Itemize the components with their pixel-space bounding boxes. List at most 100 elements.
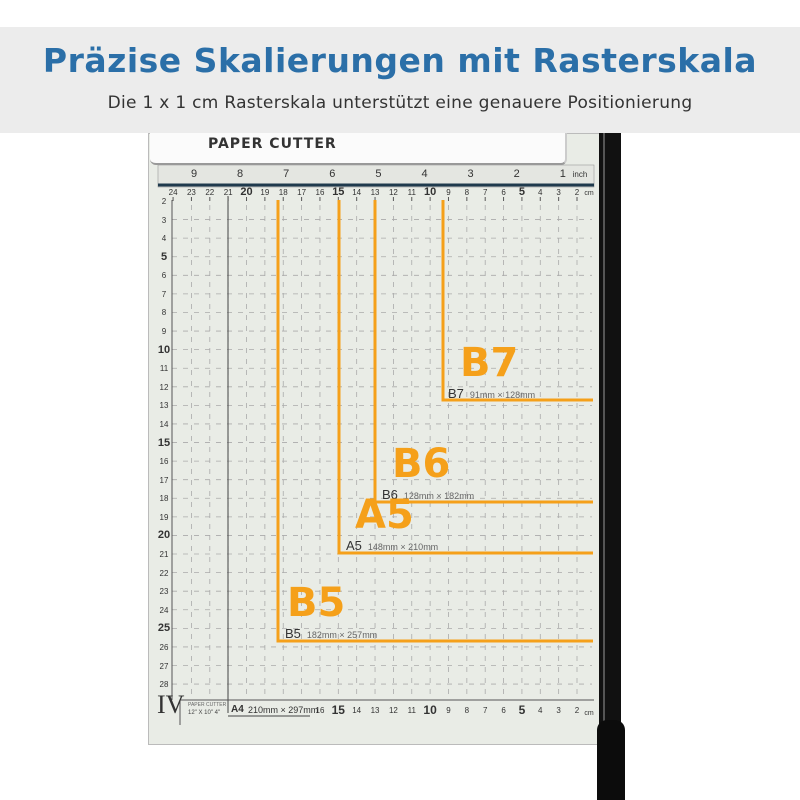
cm-tick-label-bottom: 7 bbox=[482, 706, 488, 715]
side-tick-label: 28 bbox=[159, 680, 169, 690]
side-tick-label: 10 bbox=[157, 343, 171, 356]
format-guide-b5 bbox=[276, 200, 593, 643]
cm-tick-label-top: 12 bbox=[388, 188, 398, 197]
side-tick-label: 12 bbox=[159, 382, 169, 392]
cm-tick-label-top: 18 bbox=[278, 188, 288, 197]
side-tick-label: 17 bbox=[159, 475, 169, 485]
model-caption: PAPER CUTTER bbox=[188, 702, 227, 708]
cm-tick-label-top: 20 bbox=[240, 186, 253, 198]
side-tick-label: 9 bbox=[161, 327, 167, 337]
format-label: B6 bbox=[382, 487, 398, 502]
cm-tick-label-top: 6 bbox=[501, 188, 506, 197]
cm-tick-label-top: 3 bbox=[556, 188, 561, 197]
inch-tick-label: 8 bbox=[237, 168, 244, 180]
cm-tick-label-bottom: 12 bbox=[388, 706, 398, 715]
side-tick-label: 19 bbox=[159, 512, 169, 522]
brand-plate: PAPER CUTTER bbox=[150, 133, 567, 165]
side-tick-label: 6 bbox=[161, 271, 167, 281]
inch-tick-label: 3 bbox=[467, 168, 474, 180]
inch-unit-label: inch bbox=[572, 170, 588, 179]
format-big-label: B6 bbox=[392, 441, 451, 487]
side-tick-label: 8 bbox=[161, 308, 167, 318]
side-tick-label: 25 bbox=[157, 622, 171, 635]
side-tick-label: 5 bbox=[160, 250, 168, 263]
cm-tick-label-top: 10 bbox=[423, 186, 437, 198]
inch-tick-label: 4 bbox=[421, 168, 428, 180]
cm-tick-label-bottom: 13 bbox=[370, 706, 380, 715]
format-guide-b7 bbox=[441, 200, 593, 402]
cm-tick-label-bottom: 5 bbox=[518, 703, 526, 717]
cm-tick-label-bottom: 15 bbox=[331, 703, 345, 717]
cm-tick-label-top: 11 bbox=[407, 188, 416, 197]
side-tick-label: 18 bbox=[159, 494, 169, 504]
cm-tick-label-top: 21 bbox=[223, 188, 233, 197]
cm-tick-label-top: 5 bbox=[518, 186, 525, 198]
format-caption: A5 148mm × 210mm bbox=[346, 539, 438, 552]
side-tick-label: 23 bbox=[159, 587, 169, 597]
format-size: 148mm × 210mm bbox=[367, 542, 439, 552]
cm-tick-label-top: 16 bbox=[315, 188, 325, 197]
a4-size: 210mm × 297mm bbox=[248, 705, 319, 715]
cm-tick-label-top: 13 bbox=[370, 188, 380, 197]
format-label: B7 bbox=[448, 386, 464, 401]
format-caption: B6 128mm × 182mm bbox=[382, 488, 474, 501]
side-tick-label: 15 bbox=[157, 436, 171, 449]
format-caption: B5 182mm × 257mm bbox=[285, 627, 377, 640]
side-tick-label: 4 bbox=[161, 234, 167, 244]
side-tick-label: 27 bbox=[159, 661, 169, 671]
cm-tick-label-top: 22 bbox=[205, 188, 215, 197]
side-tick-label: 13 bbox=[159, 401, 169, 411]
side-tick-label: 14 bbox=[159, 419, 169, 429]
cm-tick-label-bottom: 3 bbox=[556, 706, 561, 715]
format-size: 91mm × 128mm bbox=[469, 390, 536, 400]
side-tick-label: 16 bbox=[159, 457, 169, 467]
a4-label: A4 bbox=[231, 704, 244, 715]
side-tick-label: 2 bbox=[161, 197, 167, 206]
side-tick-label: 7 bbox=[161, 289, 167, 299]
side-tick-label: 11 bbox=[159, 364, 169, 374]
cm-tick-label-bottom: 14 bbox=[352, 706, 362, 715]
headline-subtitle: Die 1 x 1 cm Rasterskala unterstützt ein… bbox=[107, 93, 693, 113]
cm-tick-label-top: 14 bbox=[352, 188, 362, 197]
cm-tick-label-top: 7 bbox=[482, 188, 488, 197]
model-size-caption: 12" X 10" 4" bbox=[188, 710, 221, 716]
format-guide-a5 bbox=[337, 200, 593, 555]
cm-tick-label-bottom: 2 bbox=[574, 706, 580, 715]
cm-tick-label-bottom: 10 bbox=[423, 703, 437, 717]
cm-tick-label-top: 24 bbox=[168, 188, 178, 197]
format-big-label: B7 bbox=[460, 340, 519, 386]
cm-tick-label-top: 8 bbox=[464, 188, 470, 197]
inch-tick-label: 6 bbox=[329, 168, 336, 180]
side-tick-label: 3 bbox=[161, 215, 167, 225]
cm-tick-label-bottom: 4 bbox=[538, 706, 543, 715]
cm-tick-label-top: 19 bbox=[260, 188, 270, 197]
side-tick-label: 22 bbox=[159, 568, 169, 578]
cutter-handle[interactable] bbox=[597, 720, 625, 800]
blade-edge bbox=[603, 133, 605, 733]
format-big-label: B5 bbox=[287, 580, 346, 626]
side-tick-label: 20 bbox=[157, 529, 171, 542]
format-big-label: A5 bbox=[355, 492, 414, 538]
format-caption: B7 91mm × 128mm bbox=[448, 387, 535, 400]
cm-tick-label-top: 17 bbox=[297, 188, 307, 197]
cm-tick-label-top: 15 bbox=[332, 186, 345, 198]
inch-tick-label: 5 bbox=[375, 168, 382, 180]
side-tick-label: 21 bbox=[159, 550, 169, 560]
cm-tick-label-bottom: 11 bbox=[407, 706, 416, 715]
brand-label: PAPER CUTTER bbox=[208, 136, 337, 152]
headline-banner: Präzise Skalierungen mit Rasterskala Die… bbox=[0, 27, 800, 133]
cm-tick-label-bottom: 16 bbox=[315, 706, 325, 715]
cm-unit-label-top: cm bbox=[584, 190, 594, 197]
side-tick-label: 24 bbox=[159, 605, 169, 615]
inch-tick-label: 9 bbox=[190, 168, 198, 180]
format-label: B5 bbox=[285, 626, 301, 641]
cm-tick-label-top: 2 bbox=[574, 188, 580, 197]
cm-tick-label-top: 4 bbox=[538, 188, 543, 197]
cm-tick-label-bottom: 8 bbox=[464, 706, 470, 715]
cm-tick-label-bottom: 6 bbox=[501, 706, 506, 715]
format-size: 182mm × 257mm bbox=[306, 630, 378, 640]
inch-ruler bbox=[157, 164, 595, 188]
side-tick-label: 26 bbox=[159, 642, 169, 652]
cm-unit-label-bottom: cm bbox=[584, 710, 594, 717]
inch-tick-label: 2 bbox=[513, 168, 520, 180]
